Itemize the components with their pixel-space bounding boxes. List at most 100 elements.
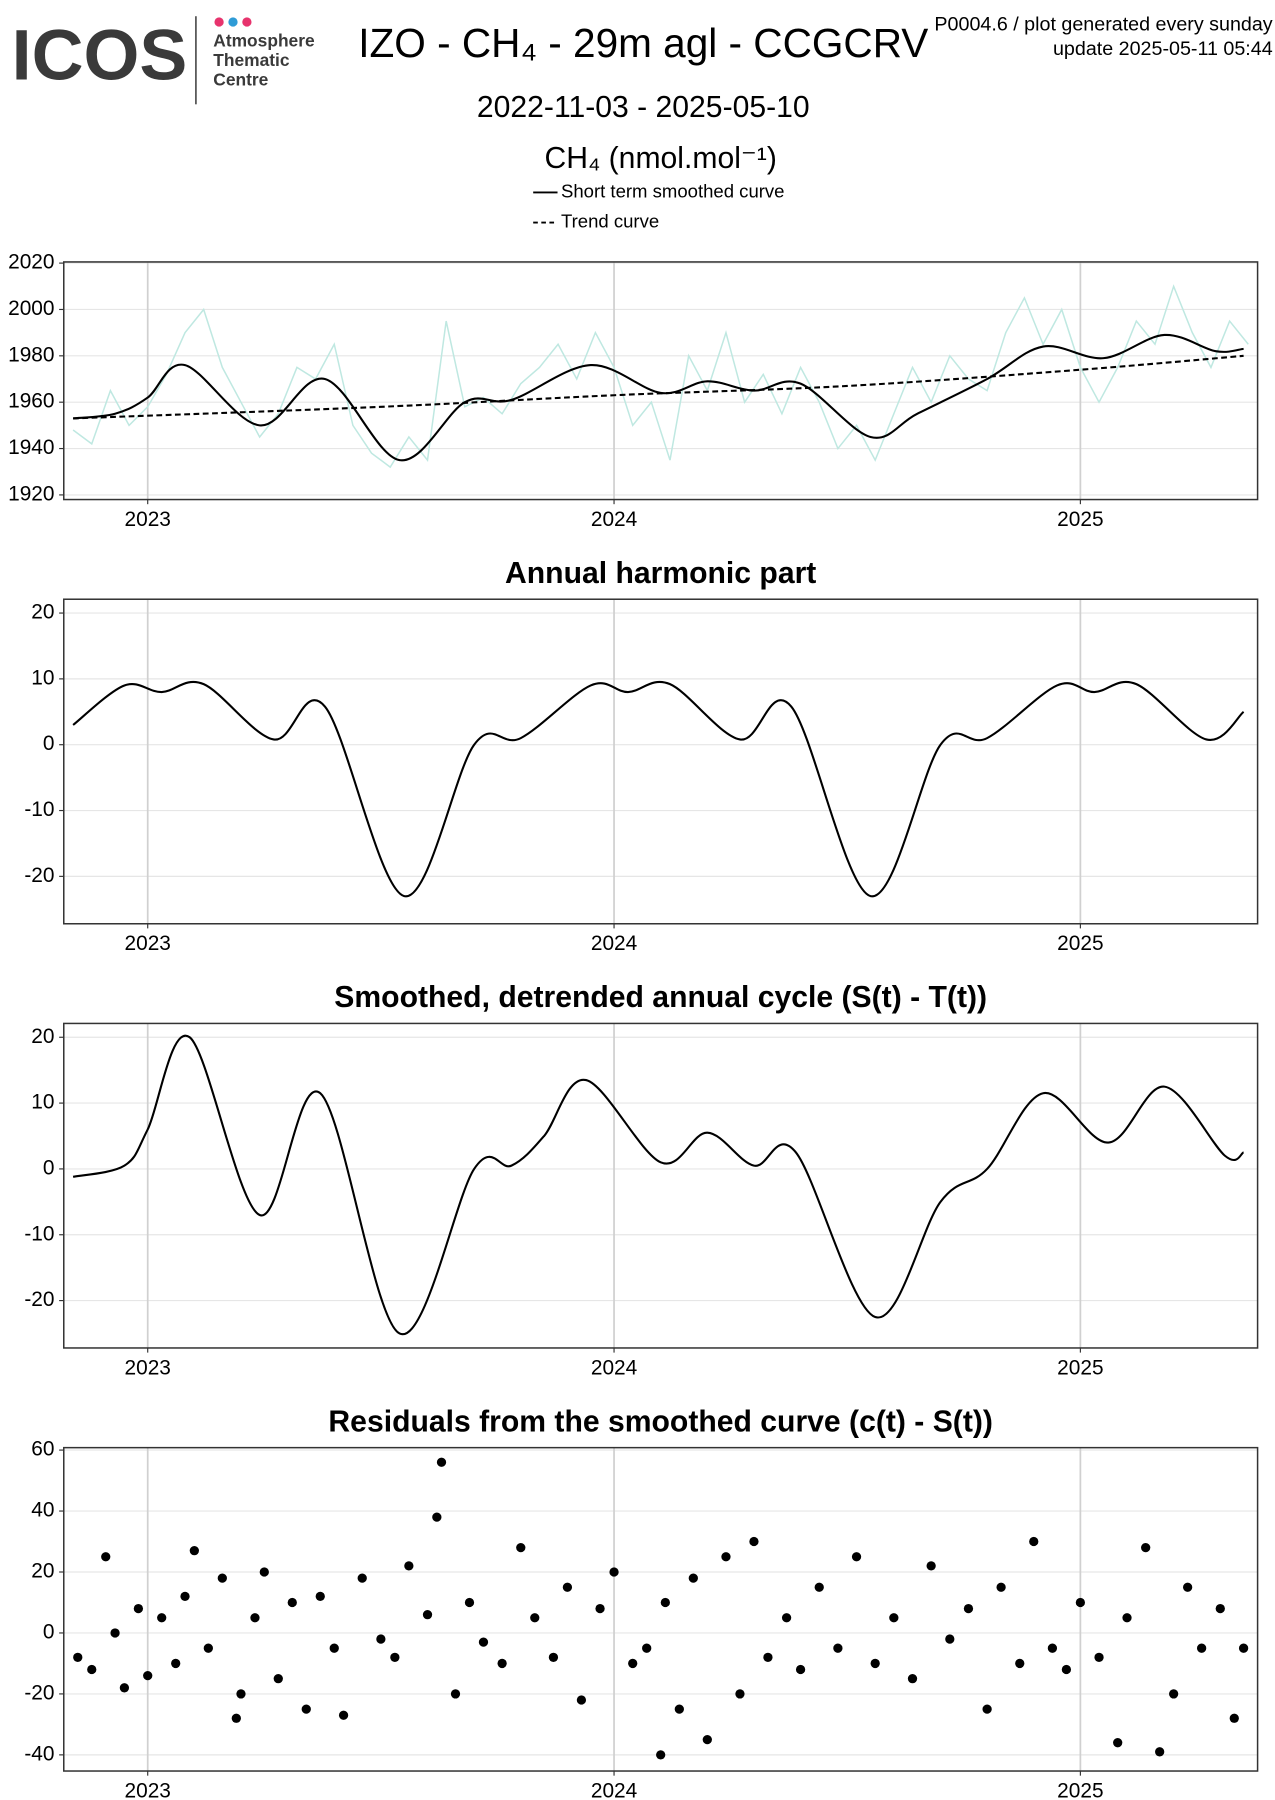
point	[721, 1552, 731, 1562]
point	[357, 1573, 367, 1583]
point	[963, 1603, 974, 1614]
point	[180, 1591, 190, 1602]
x-tick-label: 2025	[1057, 1356, 1103, 1379]
panel-frame	[63, 598, 1259, 925]
point	[1215, 1603, 1225, 1614]
point	[450, 1689, 461, 1699]
line	[72, 284, 1249, 469]
point	[628, 1658, 638, 1669]
point	[907, 1674, 918, 1684]
point	[259, 1567, 269, 1577]
point	[329, 1643, 339, 1653]
y-tick-label: -20	[24, 864, 54, 887]
logo-dot	[228, 17, 238, 27]
point	[171, 1658, 181, 1669]
plot-area	[72, 1034, 1245, 1335]
x-tick-label: 2025	[1057, 932, 1103, 955]
point	[996, 1582, 1006, 1592]
x-tick-label: 2023	[125, 1356, 171, 1379]
point	[576, 1695, 587, 1705]
x-tick-label: 2023	[125, 932, 171, 955]
x-tick-label: 2025	[1057, 508, 1103, 531]
point	[735, 1689, 745, 1699]
y-tick-label: 0	[43, 1620, 55, 1643]
point	[436, 1457, 447, 1467]
point	[390, 1652, 400, 1662]
line	[72, 1034, 1245, 1335]
x-tick-label: 2024	[591, 1356, 637, 1379]
point	[1094, 1652, 1104, 1662]
plot-area	[72, 284, 1249, 469]
y-tick-label: 1980	[8, 343, 54, 366]
panel-title: Residuals from the smoothed curve (c(t) …	[328, 1405, 993, 1438]
logo-dot	[214, 17, 224, 27]
point	[315, 1591, 325, 1602]
point	[945, 1634, 955, 1644]
x-tick-label: 2023	[125, 1779, 171, 1800]
point	[231, 1713, 241, 1723]
point	[1061, 1664, 1072, 1675]
point	[189, 1546, 199, 1556]
y-tick-label: 60	[31, 1438, 54, 1461]
point	[338, 1710, 349, 1720]
y-tick-label: 40	[31, 1499, 54, 1522]
y-tick-label: -10	[24, 798, 54, 821]
point	[203, 1643, 213, 1653]
point	[376, 1634, 386, 1644]
logo-text: ICOS	[12, 15, 188, 95]
point	[982, 1704, 992, 1714]
y-tick-label: 20	[31, 1560, 54, 1583]
point	[101, 1552, 111, 1562]
logo: ICOS Atmosphere Thematic Centre	[12, 15, 315, 105]
y-tick-label: -20	[24, 1288, 54, 1311]
point	[432, 1512, 442, 1522]
point	[795, 1664, 806, 1675]
point	[1122, 1613, 1132, 1623]
update: update 2025-05-11 05:44	[1053, 38, 1273, 60]
logo-line: Centre	[213, 70, 268, 90]
line	[72, 680, 1245, 898]
point	[548, 1652, 559, 1662]
point	[595, 1603, 605, 1614]
point	[73, 1652, 83, 1662]
legend-label: Trend curve	[561, 210, 659, 231]
point	[1196, 1643, 1207, 1653]
legend: Short term smoothed curve Trend curve	[533, 180, 785, 231]
period: 2022-11-03 - 2025-05-10	[477, 91, 810, 124]
point	[250, 1613, 260, 1623]
panel-title: Smoothed, detrended annual cycle (S(t) -…	[334, 981, 987, 1014]
panel-frame	[63, 261, 1259, 501]
panel-frame	[63, 1022, 1259, 1349]
point	[609, 1567, 619, 1577]
point	[660, 1597, 670, 1608]
point	[1047, 1643, 1058, 1653]
line	[72, 333, 1244, 462]
y-tick-label: -10	[24, 1222, 54, 1245]
panel: Annual harmonic part -20 -10 0 10 20 2023 2024 2…	[24, 557, 1259, 955]
note: P0004.6 / plot generated every sunday	[934, 14, 1272, 36]
point	[404, 1561, 414, 1571]
logo-line: Atmosphere	[213, 30, 315, 50]
point	[781, 1613, 792, 1623]
point	[478, 1637, 489, 1647]
point	[763, 1652, 773, 1662]
y-tick-label: 1960	[8, 390, 54, 413]
point	[87, 1664, 97, 1675]
title: IZO - CH₄ - 29m agl - CCGCRV	[358, 20, 928, 66]
x-tick-label: 2024	[591, 932, 637, 955]
point	[119, 1683, 130, 1693]
point	[833, 1643, 843, 1653]
x-tick-label: 2023	[125, 508, 171, 531]
point	[143, 1670, 153, 1681]
y-tick-label: 1920	[8, 482, 54, 505]
point	[851, 1552, 862, 1562]
point	[1015, 1658, 1025, 1669]
point	[1141, 1542, 1151, 1553]
panel: Residuals from the smoothed curve (c(t) …	[24, 1405, 1259, 1800]
point	[516, 1542, 526, 1553]
panel: Smoothed, detrended annual cycle (S(t) -…	[24, 981, 1259, 1379]
point	[642, 1643, 652, 1653]
point	[1113, 1738, 1123, 1748]
x-tick-label: 2024	[591, 508, 637, 531]
